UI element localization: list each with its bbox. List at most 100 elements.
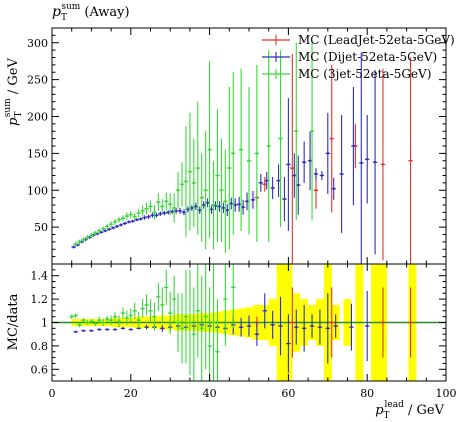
point-mc-3jet-52eta-5gev-: [172, 206, 176, 210]
point-mc-dijet-52eta-5gev-: [182, 211, 186, 214]
point-mc-3jet-52eta-5gev-: [188, 170, 192, 174]
point-mc-3jet-52eta-5gev-: [137, 211, 140, 215]
chart-title: pTsum (Away): [52, 2, 130, 23]
point-mc-dijet-52eta-5gev-: [190, 206, 194, 210]
point-mc-3jet-52eta-5gev-: [109, 222, 113, 226]
point-mc-dijet-52eta-5gev-: [167, 211, 170, 214]
point-mc-dijet-52eta-5gev-: [230, 202, 233, 205]
ratio-point-mc-3jet-52eta-5gev-: [176, 321, 180, 324]
point-mc-dijet-52eta-5gev-: [139, 217, 142, 221]
main-plot-y-ticks: 50 100 150 200 250 300: [27, 27, 447, 264]
ratio-point-mc-dijet-52eta-5gev-: [350, 326, 353, 329]
ratio-point-mc-dijet-52eta-5gev-: [240, 326, 243, 329]
ratio-point-mc-3jet-52eta-5gev-: [204, 315, 207, 318]
point-mc-dijet-52eta-5gev-: [135, 218, 138, 221]
ratio-point-mc-3jet-52eta-5gev-: [86, 321, 89, 324]
ratio-y-tick-label: 1: [41, 317, 48, 330]
point-mc-3jet-52eta-5gev-: [105, 225, 109, 228]
main-y-tick-label: 200: [27, 111, 48, 124]
point-mc-dijet-52eta-5gev-: [103, 229, 107, 233]
x-axis-label-sup: lead: [385, 400, 405, 410]
point-mc-3jet-52eta-5gev-: [98, 229, 101, 233]
point-mc-3jet-52eta-5gev-: [169, 203, 172, 206]
legend-label: MC (3jet-52eta-5GeV): [298, 67, 431, 81]
point-mc-3jet-52eta-5gev-: [157, 200, 160, 204]
x-axis-label-sub: T: [384, 411, 390, 421]
y-axis-label: pTsum / GeV: [3, 58, 24, 126]
main-y-tick-label: 100: [27, 184, 48, 197]
point-mc-dijet-52eta-5gev-: [163, 211, 166, 215]
ratio-point-mc-dijet-52eta-5gev-: [279, 324, 282, 328]
point-mc-3jet-52eta-5gev-: [224, 200, 227, 203]
ratio-point-mc-3jet-52eta-5gev-: [149, 309, 152, 312]
ratio-y-tick-label: 1.4: [31, 270, 49, 283]
point-mc-dijet-52eta-5gev-: [123, 222, 127, 225]
chart-title-sub: T: [61, 13, 67, 23]
point-mc-leadjet-52eta-5gev-: [381, 163, 385, 166]
point-mc-3jet-52eta-5gev-: [78, 240, 81, 244]
point-mc-3jet-52eta-5gev-: [200, 196, 203, 199]
ratio-point-mc-3jet-52eta-5gev-: [117, 320, 121, 323]
point-mc-3jet-52eta-5gev-: [208, 148, 211, 151]
point-mc-3jet-52eta-5gev-: [117, 218, 121, 221]
ratio-point-mc-dijet-52eta-5gev-: [310, 324, 314, 328]
point-mc-3jet-52eta-5gev-: [204, 189, 207, 192]
point-mc-dijet-52eta-5gev-: [302, 161, 306, 164]
point-mc-3jet-52eta-5gev-: [94, 231, 97, 235]
main-y-tick-label: 300: [27, 37, 48, 50]
point-mc-3jet-52eta-5gev-: [121, 217, 125, 220]
ratio-point-mc-3jet-52eta-5gev-: [129, 314, 132, 317]
point-mc-leadjet-52eta-5gev-: [291, 166, 294, 170]
point-mc-3jet-52eta-5gev-: [196, 166, 199, 170]
ratio-point-mc-3jet-52eta-5gev-: [161, 303, 164, 307]
point-mc-dijet-52eta-5gev-: [127, 220, 131, 224]
point-mc-dijet-52eta-5gev-: [265, 179, 268, 182]
ratio-point-mc-dijet-52eta-5gev-: [145, 326, 148, 329]
ratio-point-mc-3jet-52eta-5gev-: [102, 321, 105, 324]
point-mc-3jet-52eta-5gev-: [82, 238, 85, 241]
chart-title-rest: (Away): [80, 5, 129, 20]
ratio-point-mc-dijet-52eta-5gev-: [82, 329, 85, 332]
point-mc-dijet-52eta-5gev-: [277, 179, 280, 182]
point-mc-3jet-52eta-5gev-: [180, 183, 184, 186]
point-mc-dijet-52eta-5gev-: [314, 172, 318, 176]
point-mc-dijet-52eta-5gev-: [259, 181, 263, 185]
ratio-point-mc-3jet-52eta-5gev-: [82, 319, 85, 322]
ratio-point-mc-dijet-52eta-5gev-: [106, 328, 109, 331]
point-mc-dijet-52eta-5gev-: [241, 206, 245, 209]
ratio-point-mc-3jet-52eta-5gev-: [98, 319, 101, 322]
ratio-point-mc-3jet-52eta-5gev-: [212, 321, 215, 324]
point-mc-3jet-52eta-5gev-: [129, 213, 132, 216]
ratio-point-mc-3jet-52eta-5gev-: [153, 315, 156, 318]
point-mc-dijet-52eta-5gev-: [237, 203, 241, 206]
ratio-plot-marks: [69, 264, 413, 381]
point-mc-dijet-52eta-5gev-: [226, 208, 229, 212]
ratio-plot-ticks: 0.6 0.8 1 1.2 1.4 0 20 40 60 80 100: [31, 263, 457, 400]
ratio-point-mc-3jet-52eta-5gev-: [110, 319, 113, 322]
point-mc-3jet-52eta-5gev-: [86, 236, 89, 239]
ratio-point-mc-3jet-52eta-5gev-: [188, 321, 191, 324]
point-mc-leadjet-52eta-5gev-: [263, 183, 266, 186]
ratio-point-mc-leadjet-52eta-5gev-: [291, 321, 294, 324]
ratio-point-mc-dijet-52eta-5gev-: [271, 323, 274, 326]
point-mc-dijet-52eta-5gev-: [100, 231, 103, 234]
ratio-point-mc-3jet-52eta-5gev-: [106, 317, 109, 321]
point-mc-3jet-52eta-5gev-: [267, 144, 270, 148]
point-mc-3jet-52eta-5gev-: [232, 152, 235, 155]
ratio-point-mc-3jet-52eta-5gev-: [145, 303, 148, 307]
point-mc-dijet-52eta-5gev-: [202, 203, 205, 207]
point-mc-dijet-52eta-5gev-: [178, 209, 182, 213]
ratio-y-tick-label: 0.8: [31, 340, 49, 353]
point-mc-dijet-52eta-5gev-: [332, 187, 335, 190]
point-mc-3jet-52eta-5gev-: [239, 148, 243, 151]
main-y-tick-label: 50: [34, 221, 48, 234]
ratio-point-mc-leadjet-52eta-5gev-: [330, 321, 333, 324]
legend: MC (LeadJet-52eta-5GeV) MC (Dijet-52eta-5…: [262, 33, 455, 81]
point-mc-3jet-52eta-5gev-: [212, 203, 215, 207]
x-axis-label: pTlead / GeV: [375, 400, 444, 421]
ratio-point-mc-dijet-52eta-5gev-: [303, 327, 306, 330]
point-mc-3jet-52eta-5gev-: [125, 214, 129, 218]
point-mc-3jet-52eta-5gev-: [247, 159, 251, 162]
main-y-tick-label: 250: [27, 74, 48, 87]
point-mc-dijet-52eta-5gev-: [143, 216, 146, 219]
